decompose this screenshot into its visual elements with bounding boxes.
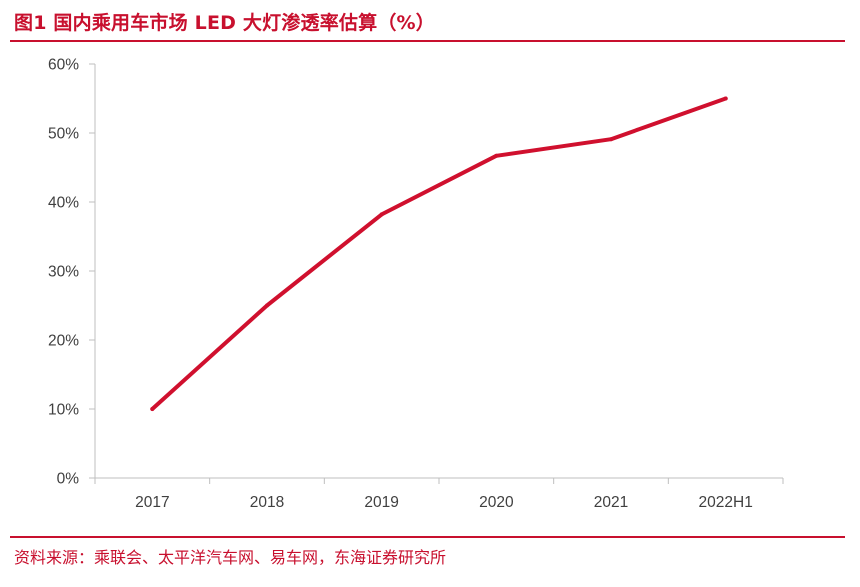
chart-title: 图1 国内乘用车市场 LED 大灯渗透率估算（%） xyxy=(14,12,435,34)
source-note: 资料来源：乘联会、太平洋汽车网、易车网，东海证券研究所 xyxy=(14,548,447,567)
x-tick-label: 2019 xyxy=(364,494,398,511)
chart-axes xyxy=(89,63,784,484)
data-point xyxy=(379,212,384,217)
x-tick-label: 2021 xyxy=(594,494,628,511)
x-tick-label: 2020 xyxy=(479,494,514,511)
data-point xyxy=(723,96,728,101)
data-point xyxy=(265,303,269,308)
y-tick-label: 0% xyxy=(57,471,80,488)
y-tick-label: 10% xyxy=(48,402,79,419)
data-point xyxy=(150,407,155,411)
x-axis-labels: 2017 2018 2019 2020 2021 2022H1 xyxy=(135,494,753,511)
y-tick-label: 60% xyxy=(48,57,79,74)
x-tick-label: 2018 xyxy=(250,494,284,511)
y-tick-label: 50% xyxy=(48,126,79,143)
y-tick-label: 40% xyxy=(48,195,79,212)
title-divider xyxy=(10,40,845,42)
y-tick-label: 30% xyxy=(48,264,79,281)
x-tick-label: 2017 xyxy=(135,494,169,511)
data-point xyxy=(609,137,613,142)
y-axis-labels: 0% 10% 20% 30% 40% 50% 60% xyxy=(48,57,79,488)
x-tick-label: 2022H1 xyxy=(699,494,753,511)
source-divider xyxy=(10,536,845,538)
line-chart: 0% 10% 20% 30% 40% 50% 60% 2017 2018 2019 2020 202… xyxy=(48,57,784,511)
data-point xyxy=(494,153,499,158)
series-layer xyxy=(150,96,728,411)
series-line xyxy=(150,96,728,411)
y-tick-label: 20% xyxy=(48,333,79,350)
